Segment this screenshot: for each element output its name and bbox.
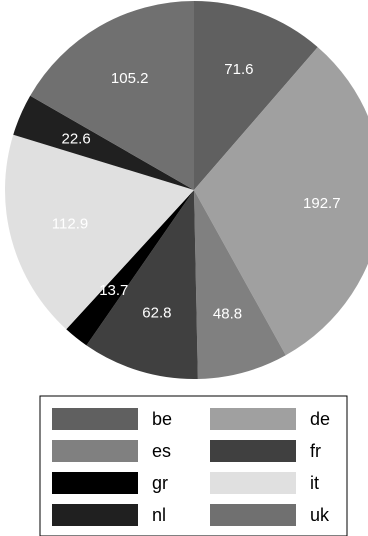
pie-slice-es — [194, 190, 286, 379]
legend-swatch-it — [210, 472, 296, 494]
legend-swatch-de — [210, 408, 296, 430]
slice-label-gr: 13.7 — [99, 282, 128, 299]
pie-slice-nl — [13, 95, 195, 190]
pie-slice-uk — [30, 1, 195, 190]
legend-swatch-uk — [210, 504, 296, 526]
legend-label-es: es — [152, 441, 171, 461]
pie-slice-it — [4, 134, 195, 330]
pie-slices — [4, 1, 368, 379]
pie-slice-labels: 71.6 192.7 48.8 62.8 13.7 112.9 22.6 105.2 — [52, 61, 341, 323]
legend: be de es fr gr it nl uk — [39, 395, 348, 536]
legend-label-nl: nl — [152, 505, 166, 525]
slice-label-es: 48.8 — [213, 306, 242, 323]
legend-swatch-fr — [210, 440, 296, 462]
pie-slice-gr — [66, 190, 194, 346]
legend-swatch-be — [52, 408, 138, 430]
legend-label-gr: gr — [152, 473, 168, 493]
pie-slice-be — [194, 1, 318, 190]
slice-label-de: 192.7 — [303, 195, 341, 212]
legend-label-be: be — [152, 409, 172, 429]
legend-swatch-es — [52, 440, 138, 462]
slice-label-fr: 62.8 — [142, 305, 171, 322]
legend-label-uk: uk — [310, 505, 330, 525]
slice-label-it: 112.9 — [52, 215, 88, 232]
legend-swatch-gr — [52, 472, 138, 494]
legend-swatch-nl — [52, 504, 138, 526]
slice-label-nl: 22.6 — [61, 130, 90, 147]
pie-slice-fr — [86, 190, 198, 379]
slice-label-uk: 105.2 — [111, 70, 149, 87]
legend-label-it: it — [310, 473, 319, 493]
legend-label-de: de — [310, 409, 330, 429]
legend-label-fr: fr — [310, 441, 321, 461]
slice-label-be: 71.6 — [224, 61, 253, 78]
pie-slice-de — [194, 47, 368, 356]
